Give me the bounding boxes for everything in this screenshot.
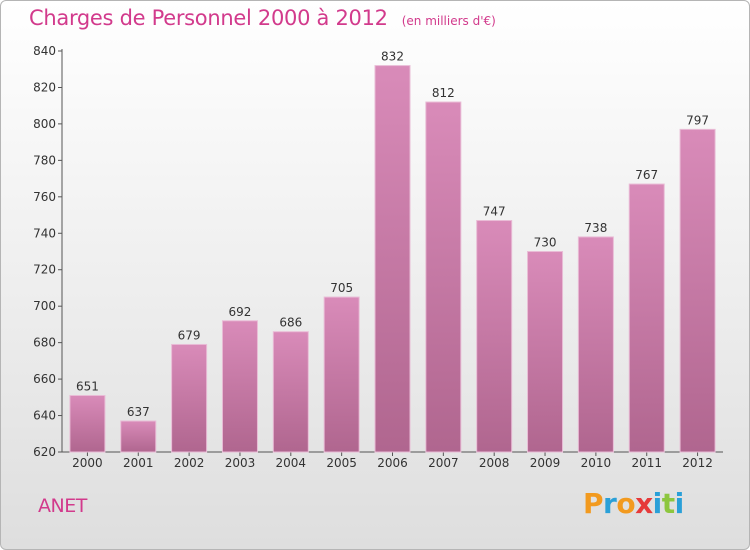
bar-value-label: 637 (127, 405, 150, 419)
bar (272, 331, 309, 453)
bar (221, 320, 258, 453)
logo-letter: r (603, 487, 617, 520)
chart-title-text: Charges de Personnel 2000 à 2012 (29, 6, 388, 30)
x-tick-label: 2009 (530, 456, 561, 470)
bar-value-label: 686 (279, 316, 302, 330)
logo-letter: t (661, 487, 675, 520)
bar-value-label: 692 (229, 305, 252, 319)
bar-value-label: 679 (178, 328, 201, 342)
bar (425, 101, 462, 453)
y-tick-label: 840 (33, 44, 56, 58)
bar (323, 296, 360, 453)
x-tick-label: 2000 (72, 456, 103, 470)
y-tick-label: 700 (33, 299, 56, 313)
y-tick-label: 800 (33, 117, 56, 131)
bar (476, 220, 513, 453)
chart-subtitle: (en milliers d'€) (401, 14, 496, 28)
bar-value-label: 705 (330, 281, 353, 295)
bar-value-label: 767 (635, 168, 658, 182)
x-tick-label: 2004 (276, 456, 307, 470)
logo-letter: o (616, 487, 636, 520)
x-tick-label: 2011 (631, 456, 662, 470)
y-tick-label: 620 (33, 445, 56, 459)
bar-value-label: 651 (76, 379, 99, 393)
x-tick-label: 2001 (123, 456, 154, 470)
x-tick-label: 2002 (174, 456, 205, 470)
y-tick-label: 720 (33, 263, 56, 277)
bar (120, 420, 157, 453)
bar (171, 343, 208, 453)
x-tick-label: 2007 (428, 456, 459, 470)
logo-letter: i (652, 487, 663, 520)
bar (374, 65, 411, 453)
bar (577, 236, 614, 453)
x-tick-label: 2005 (326, 456, 357, 470)
axes: 620 640 660 680 700 720 740 760 780 800 820 840 2000… (33, 44, 723, 470)
y-tick-label: 680 (33, 336, 56, 350)
bar (69, 394, 106, 453)
bar-value-label: 812 (432, 86, 455, 100)
y-tick-label: 660 (33, 372, 56, 386)
x-tick-label: 2003 (225, 456, 256, 470)
proxiti-logo: Proxiti (583, 487, 684, 520)
y-tick-label: 760 (33, 190, 56, 204)
y-tick-label: 820 (33, 80, 56, 94)
x-tick-label: 2012 (682, 456, 713, 470)
y-tick-label: 780 (33, 153, 56, 167)
logo-letter: x (635, 487, 653, 520)
bar (628, 183, 665, 453)
y-tick-label: 740 (33, 226, 56, 240)
x-tick-label: 2006 (377, 456, 408, 470)
bar (679, 128, 716, 453)
bar-value-label: 747 (483, 205, 506, 219)
bar (527, 251, 564, 453)
bar-value-label: 730 (534, 236, 557, 250)
logo-letter: i (674, 487, 685, 520)
bar-value-label: 797 (686, 113, 709, 127)
y-tick-label: 640 (33, 409, 56, 423)
x-tick-label: 2008 (479, 456, 510, 470)
bar-value-label: 738 (584, 221, 607, 235)
commune-name: ANET (38, 495, 87, 517)
bar-value-label: 832 (381, 50, 404, 64)
bars: 651 637 679 692 686 705 832 812 747 730 738 767 797 (69, 50, 716, 453)
logo-letter: P (583, 487, 604, 520)
chart-title: Charges de Personnel 2000 à 2012 (en mill… (29, 6, 496, 30)
x-tick-label: 2010 (581, 456, 612, 470)
